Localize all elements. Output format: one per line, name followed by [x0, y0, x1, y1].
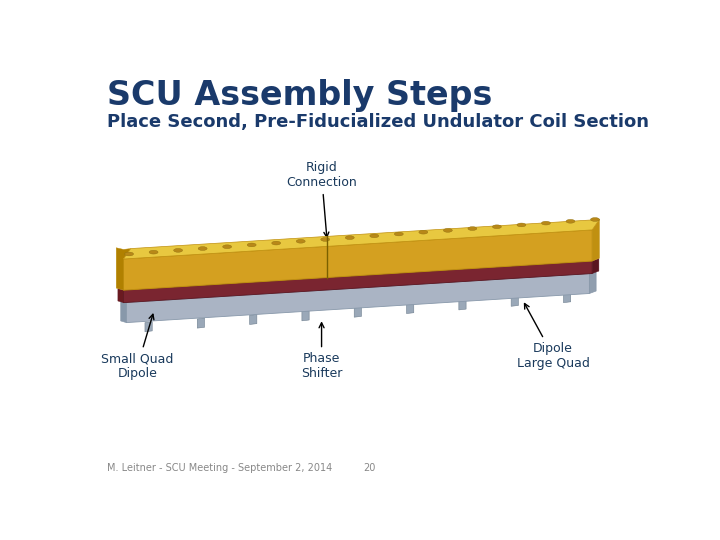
- Polygon shape: [459, 300, 466, 310]
- Ellipse shape: [198, 247, 207, 251]
- Polygon shape: [116, 248, 131, 290]
- Text: Dipole
Large Quad: Dipole Large Quad: [517, 303, 590, 370]
- Ellipse shape: [541, 221, 550, 225]
- Text: Small Quad
Dipole: Small Quad Dipole: [102, 314, 174, 380]
- Ellipse shape: [135, 284, 140, 290]
- Ellipse shape: [149, 251, 158, 254]
- Text: Phase
Shifter: Phase Shifter: [301, 323, 342, 380]
- Text: Place Second, Pre-Fiducialized Undulator Coil Section: Place Second, Pre-Fiducialized Undulator…: [107, 113, 649, 131]
- Ellipse shape: [395, 232, 403, 236]
- Polygon shape: [511, 296, 518, 306]
- Text: M. Leitner - SCU Meeting - September 2, 2014: M. Leitner - SCU Meeting - September 2, …: [107, 463, 332, 473]
- Ellipse shape: [379, 268, 385, 274]
- Ellipse shape: [468, 227, 477, 231]
- Polygon shape: [124, 230, 593, 290]
- Ellipse shape: [526, 258, 532, 264]
- Polygon shape: [590, 271, 596, 294]
- Ellipse shape: [492, 225, 501, 228]
- Polygon shape: [118, 288, 124, 302]
- Ellipse shape: [575, 255, 581, 261]
- Ellipse shape: [477, 261, 483, 267]
- Ellipse shape: [590, 218, 600, 221]
- Ellipse shape: [247, 243, 256, 247]
- Polygon shape: [197, 318, 204, 328]
- Ellipse shape: [370, 234, 379, 238]
- Polygon shape: [124, 261, 593, 302]
- Ellipse shape: [419, 231, 428, 234]
- Ellipse shape: [321, 238, 330, 241]
- Ellipse shape: [222, 245, 232, 248]
- Text: 20: 20: [363, 463, 375, 473]
- Ellipse shape: [346, 236, 354, 240]
- Polygon shape: [407, 303, 414, 314]
- Text: LAB: LAB: [654, 526, 667, 531]
- Ellipse shape: [233, 278, 238, 284]
- Ellipse shape: [330, 271, 336, 277]
- Polygon shape: [126, 271, 594, 302]
- Polygon shape: [121, 301, 126, 322]
- Polygon shape: [593, 219, 600, 261]
- Ellipse shape: [444, 228, 452, 232]
- Ellipse shape: [184, 281, 189, 287]
- Polygon shape: [126, 274, 590, 322]
- Text: SCU Assembly Steps: SCU Assembly Steps: [107, 79, 492, 112]
- Polygon shape: [145, 322, 152, 332]
- Polygon shape: [354, 307, 361, 317]
- Polygon shape: [593, 259, 599, 274]
- Ellipse shape: [282, 274, 287, 280]
- Ellipse shape: [174, 248, 183, 252]
- Text: BERKELEY: BERKELEY: [643, 520, 678, 525]
- Ellipse shape: [428, 265, 434, 271]
- Ellipse shape: [566, 219, 575, 223]
- Text: Rigid
Connection: Rigid Connection: [286, 161, 357, 237]
- Polygon shape: [124, 219, 600, 259]
- Ellipse shape: [296, 239, 305, 243]
- Ellipse shape: [271, 241, 281, 245]
- Polygon shape: [302, 311, 309, 321]
- Polygon shape: [250, 314, 257, 325]
- Ellipse shape: [125, 252, 133, 256]
- Polygon shape: [564, 293, 571, 302]
- Ellipse shape: [517, 223, 526, 227]
